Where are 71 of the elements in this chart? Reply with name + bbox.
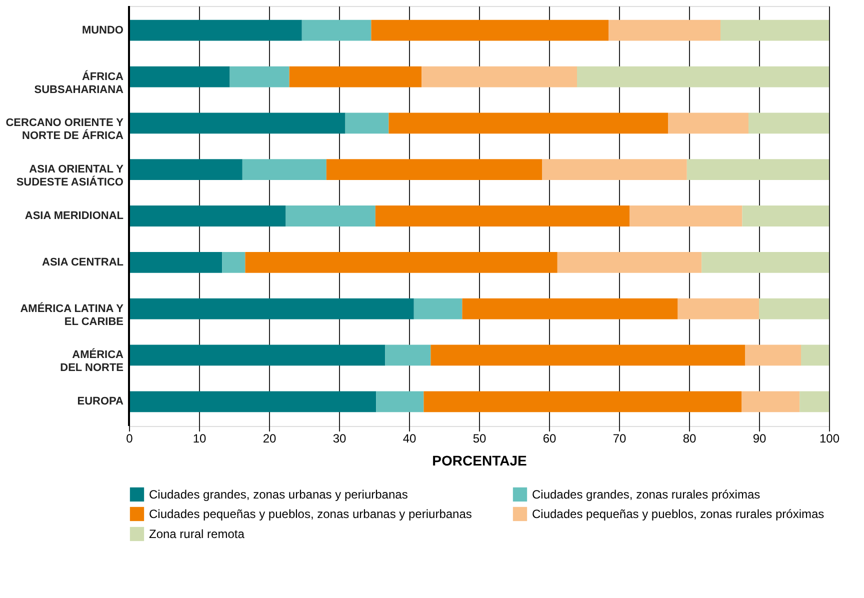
bar [542,159,687,180]
x-tick-label: 10 [192,432,206,446]
bar [702,252,829,273]
bar [742,206,829,226]
bar [129,206,286,226]
bar [424,391,742,412]
bar [430,344,745,366]
bar [129,159,242,180]
x-tick-label: 20 [262,432,276,446]
y-tick-label: ÁFRICA SUBSAHARIANA [34,70,124,96]
y-tick-label: ASIA ORIENTAL Y SUDESTE ASIÁTICO [16,164,124,189]
bar [608,20,720,41]
bar [630,206,742,226]
bar [376,391,424,412]
bar [375,206,630,226]
bar [222,252,246,273]
bar [129,344,386,366]
bar [686,159,829,180]
bar [557,252,702,273]
x-tick-label: 100 [819,432,840,446]
x-tick-label: 60 [542,432,556,446]
bar [129,391,376,412]
y-tick-label: AMÉRICA LATINA Y EL CARIBE [20,302,124,328]
y-tick-label: EUROPA [77,396,124,408]
bar [129,298,414,320]
bar [748,112,829,134]
legend-label: Ciudades grandes, zonas urbanas y periurbanas [149,487,408,502]
bar [289,66,422,88]
bar [742,391,800,412]
x-tick-label: 50 [472,432,486,446]
bar [286,206,376,226]
bar [242,159,326,180]
bar [801,344,829,366]
legend-label: Ciudades grandes, zonas rurales próximas [532,487,760,502]
y-tick-label: MUNDO [82,24,124,36]
x-tick-label: 90 [752,432,766,446]
bar [345,112,389,134]
y-tick-label: ASIA CENTRAL [42,256,124,268]
bar [388,112,668,134]
bar [245,252,558,273]
x-tick-label: 70 [612,432,626,446]
bar [302,20,372,41]
bar [668,112,748,134]
bar [129,112,346,134]
bar [678,298,759,320]
bar [371,20,608,41]
bar [462,298,678,320]
bar [745,344,801,366]
x-tick-label: 30 [332,432,346,446]
bar [129,20,302,41]
bar [129,66,230,88]
x-axis-title: PORCENTAJE [432,452,527,468]
bar [720,20,829,41]
y-tick-label: ASIA MERIDIONAL [24,210,124,222]
bar [326,159,542,180]
bar [385,344,431,366]
legend-label: Ciudades pequeñas y pueblos, zonas urbanas y periurbanas [149,507,472,521]
x-tick-label: 0 [126,432,134,446]
bar [577,66,829,88]
y-tick-label: CERCANO ORIENTE Y NORTE DE ÁFRICA [6,117,124,142]
bar [759,298,829,320]
y-tick-label: AMÉRICA DEL NORTE [60,348,124,374]
legend-label: Zona rural remota [149,527,245,541]
bar [422,66,577,88]
bar [129,252,222,273]
bar [230,66,290,88]
bar [800,391,829,412]
x-tick-label: 80 [682,432,696,446]
legend-label: Ciudades pequeñas y pueblos, zonas rurales próximas [532,507,824,521]
x-tick-label: 40 [402,432,416,446]
bar [414,298,462,320]
